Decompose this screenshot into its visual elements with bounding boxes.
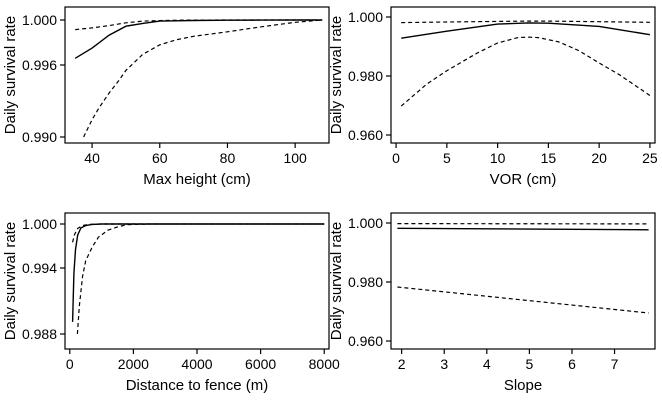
chart-panel: 0 2000 4000 6000 8000 0.988 0.994 1.000 Distance… (2, 212, 340, 394)
x-tick-label: 25 (642, 150, 658, 166)
confidence-bound-line (72, 223, 325, 243)
y-tick-label: 1.000 (348, 215, 383, 231)
plot-frame (390, 6, 656, 144)
confidence-bound-line (400, 36, 651, 107)
x-tick-label: 10 (490, 150, 506, 166)
plot-frame (390, 212, 656, 350)
x-tick-label: 4 (483, 356, 491, 372)
y-tick-label: 1.000 (22, 216, 57, 232)
y-axis-title: Daily survival rate (328, 16, 345, 134)
estimate-line (71, 223, 325, 322)
x-tick-label: 2 (398, 356, 406, 372)
plot-frame (64, 6, 330, 144)
x-tick-label: 5 (443, 150, 451, 166)
y-axis-title: Daily survival rate (2, 222, 19, 340)
x-tick-label: 80 (220, 150, 236, 166)
x-axis-title: Slope (504, 377, 542, 394)
confidence-bound-line (397, 286, 649, 314)
estimate-line (397, 227, 649, 231)
y-tick-label: 0.988 (22, 326, 57, 342)
y-tick-label: 1.000 (22, 12, 57, 28)
x-tick-label: 60 (152, 150, 168, 166)
y-tick-label: 0.980 (348, 274, 383, 290)
x-axis-title: Distance to fence (m) (126, 377, 269, 394)
y-tick-label: 0.960 (348, 127, 383, 143)
x-tick-label: 6 (568, 356, 576, 372)
x-tick-label: 40 (84, 150, 100, 166)
confidence-bound-line (76, 223, 325, 335)
x-tick-label: 7 (611, 356, 619, 372)
x-tick-label: 3 (440, 356, 448, 372)
x-tick-label: 0 (392, 150, 400, 166)
x-tick-label: 100 (283, 150, 307, 166)
y-tick-label: 0.996 (22, 57, 57, 73)
plot-frame (64, 212, 330, 350)
y-axis-title: Daily survival rate (2, 16, 19, 134)
x-tick-label: 6000 (245, 356, 276, 372)
x-tick-label: 20 (591, 150, 607, 166)
chart-panel: 0 5 10 15 20 25 0.960 0.980 1.000 VOR (cm) Daily s… (328, 6, 658, 188)
x-tick-label: 4000 (181, 356, 212, 372)
y-tick-label: 0.990 (22, 129, 57, 145)
x-tick-label: 8000 (309, 356, 340, 372)
chart-panel: 2 3 4 5 6 7 0.960 0.980 1.000 Slope Daily survival… (328, 212, 656, 394)
x-tick-label: 15 (541, 150, 557, 166)
y-tick-label: 0.960 (348, 333, 383, 349)
confidence-bound-line (83, 19, 323, 138)
x-tick-label: 2000 (118, 356, 149, 372)
y-tick-label: 1.000 (348, 9, 383, 25)
x-axis-title: VOR (cm) (490, 171, 557, 188)
confidence-bound-line (75, 19, 323, 31)
chart-panel: 40 60 80 100 0.990 0.996 1.000 Max height (cm) D… (2, 6, 330, 188)
estimate-line (401, 22, 651, 39)
x-tick-label: 5 (525, 356, 533, 372)
y-tick-label: 0.994 (22, 260, 57, 276)
x-tick-label: 0 (66, 356, 74, 372)
estimate-line (74, 19, 323, 59)
x-axis-title: Max height (cm) (143, 171, 251, 188)
y-axis-title: Daily survival rate (328, 222, 345, 340)
y-tick-label: 0.980 (348, 68, 383, 84)
confidence-bound-line (401, 20, 650, 24)
